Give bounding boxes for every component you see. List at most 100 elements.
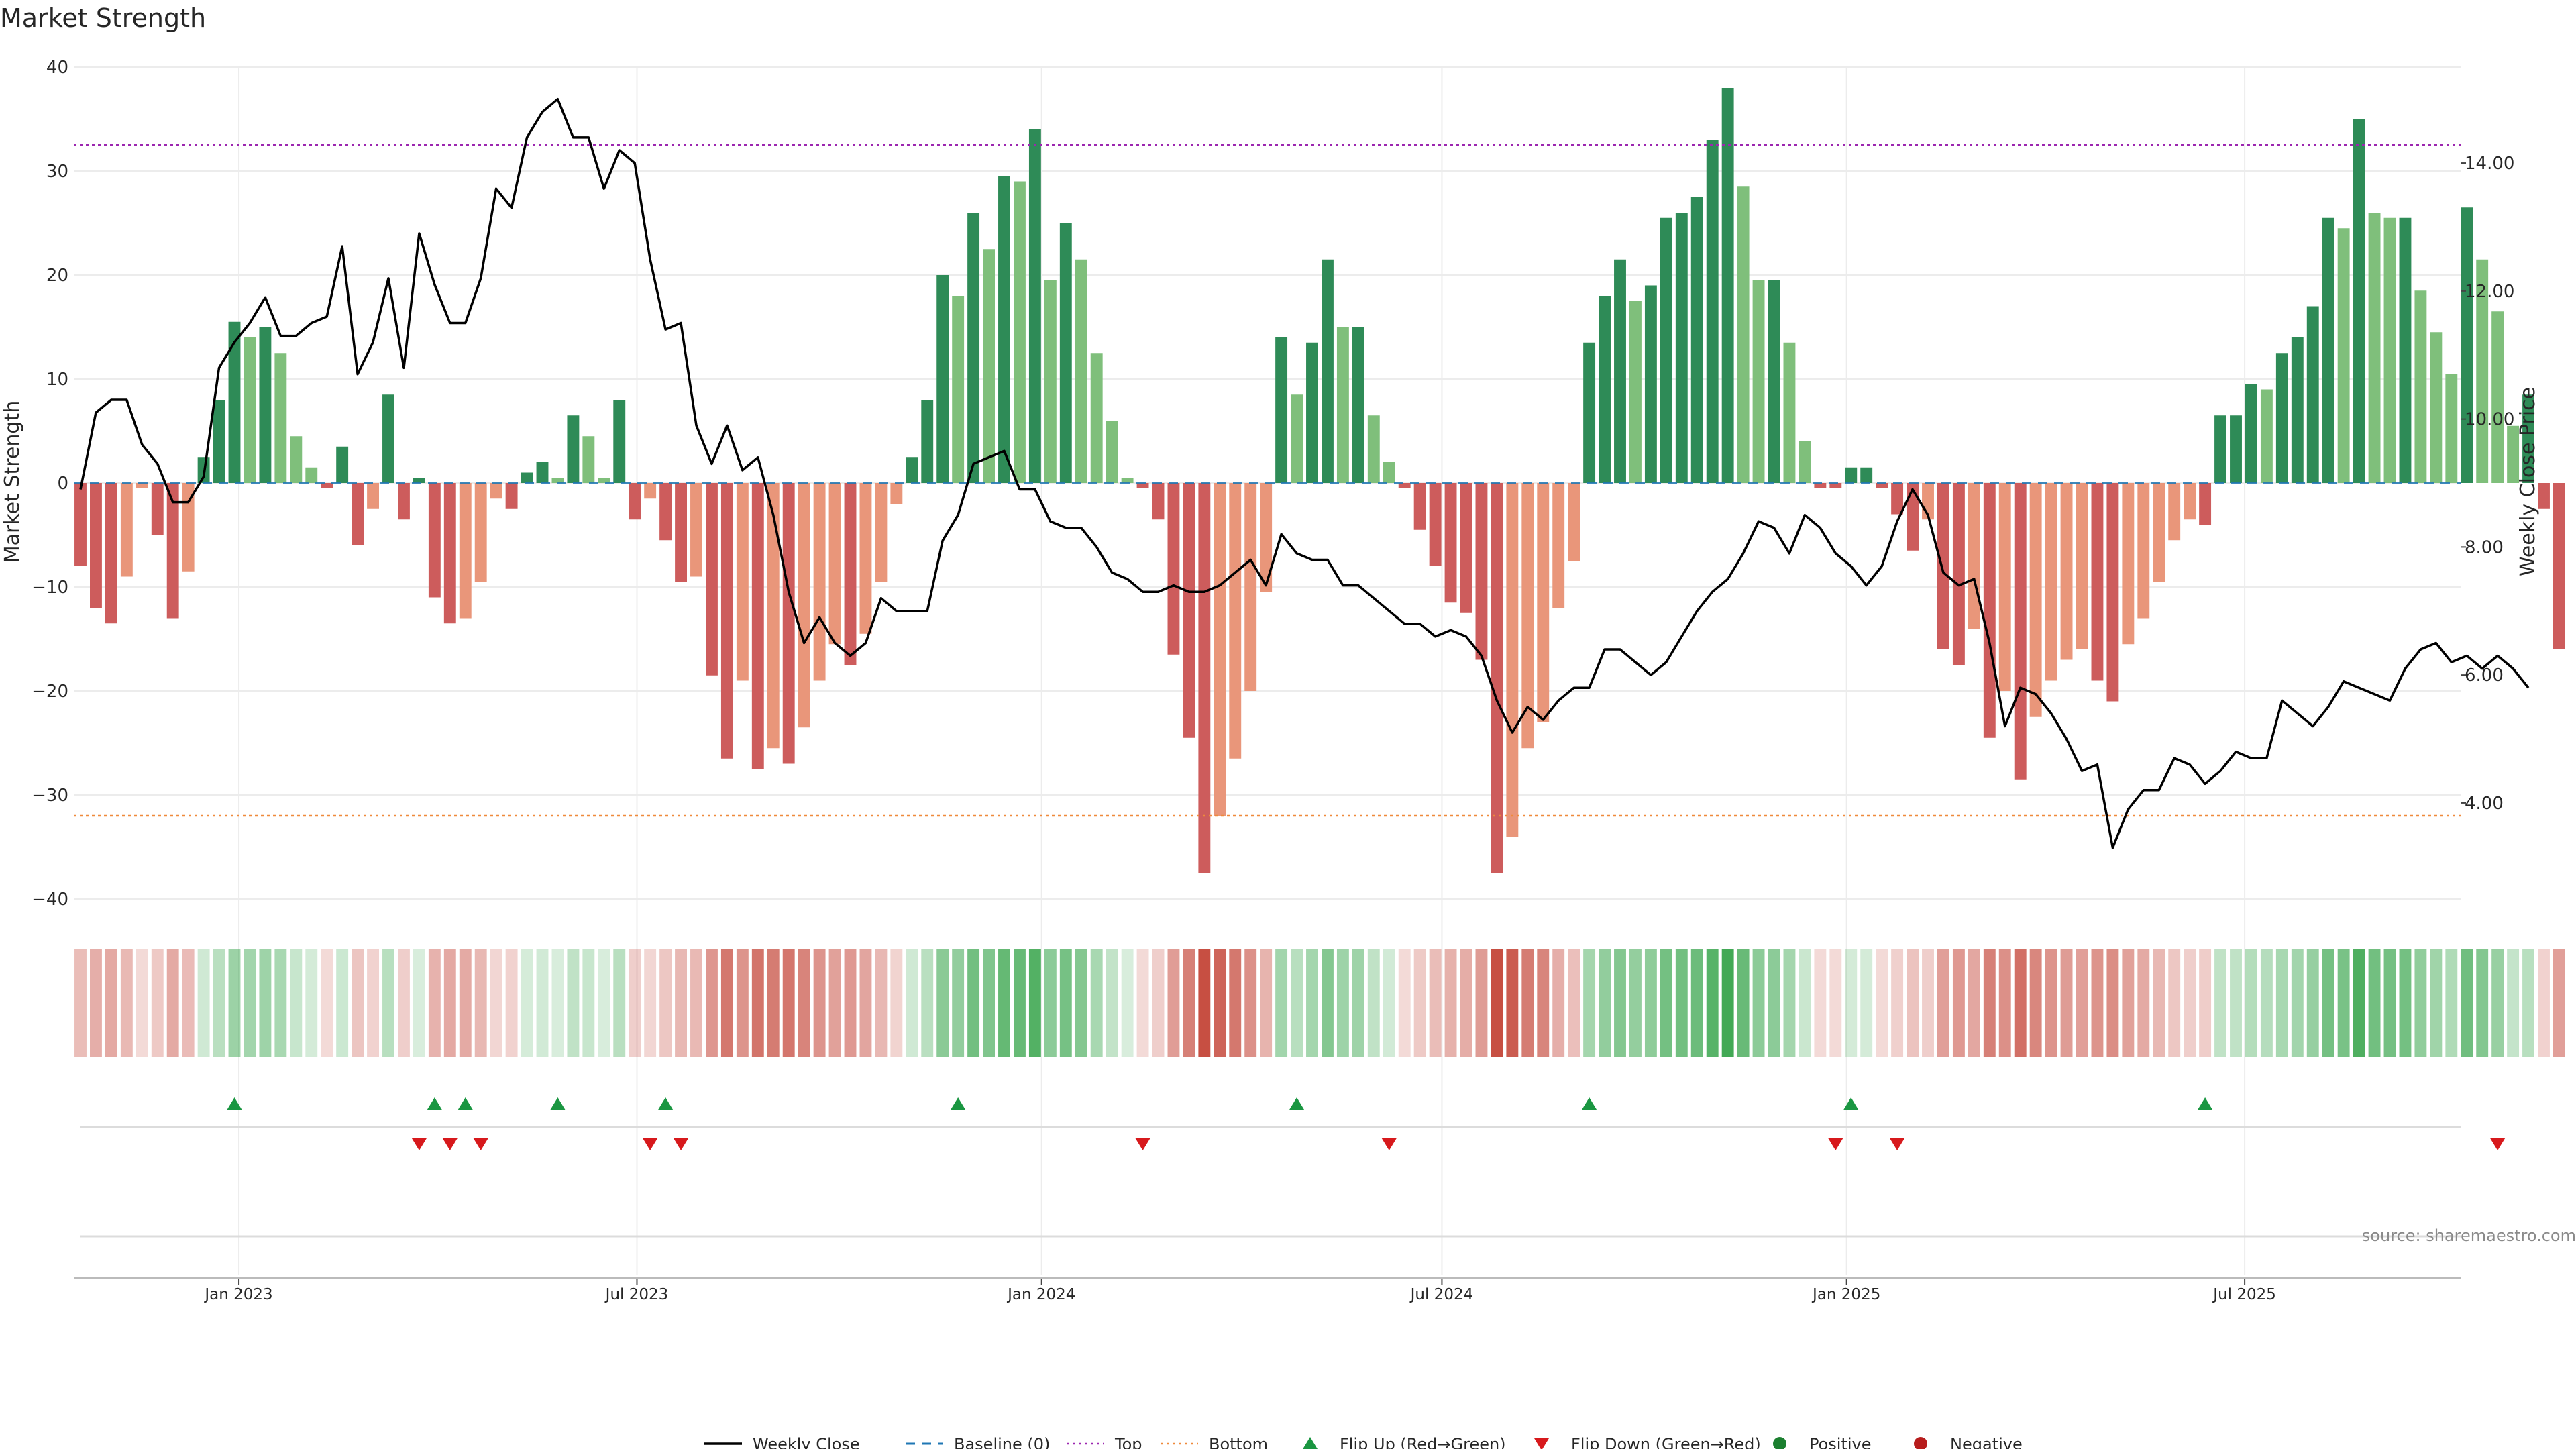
strength-bar bbox=[182, 483, 195, 572]
strength-bar bbox=[813, 483, 826, 681]
strength-bar bbox=[2337, 228, 2350, 483]
x-tick-label: Jan 2024 bbox=[1006, 1286, 1075, 1303]
legend-label: Negative bbox=[1950, 1435, 2023, 1449]
legend-item: Positive bbox=[1773, 1435, 1872, 1449]
strength-bar bbox=[2153, 483, 2165, 582]
strength-bar bbox=[2368, 213, 2381, 483]
heat-cell bbox=[2045, 949, 2057, 1057]
strength-bar bbox=[1291, 394, 1303, 483]
heat-cell bbox=[105, 949, 117, 1057]
heat-cell bbox=[1275, 949, 1288, 1057]
strength-bar bbox=[659, 483, 672, 541]
strength-bar bbox=[2137, 483, 2150, 619]
strength-bar bbox=[259, 327, 272, 483]
strength-bar bbox=[2322, 217, 2334, 483]
strength-bar bbox=[906, 457, 918, 483]
left-tick-label: 20 bbox=[46, 266, 68, 286]
strength-bar bbox=[120, 483, 133, 577]
heat-cell bbox=[1814, 949, 1827, 1057]
strength-bar bbox=[1260, 483, 1273, 592]
source-note: source: sharemaestro.com bbox=[2362, 1226, 2576, 1245]
heat-cell bbox=[2553, 949, 2565, 1057]
strength-bar bbox=[936, 275, 949, 483]
heat-cell bbox=[2476, 949, 2489, 1057]
heat-cell bbox=[336, 949, 349, 1057]
strength-bar bbox=[1121, 478, 1134, 483]
heat-cell bbox=[2230, 949, 2242, 1057]
heat-cell bbox=[2491, 949, 2504, 1057]
heat-cell bbox=[859, 949, 872, 1057]
strength-bar bbox=[1644, 285, 1657, 483]
left-tick-label: 0 bbox=[57, 474, 68, 494]
strength-bar bbox=[2060, 483, 2073, 660]
flip-up-marker bbox=[227, 1097, 242, 1110]
heat-cell bbox=[690, 949, 702, 1057]
strength-bar bbox=[720, 483, 733, 759]
strength-bar bbox=[1491, 483, 1503, 873]
heat-cell bbox=[1737, 949, 1750, 1057]
strength-bar bbox=[443, 483, 456, 624]
strength-bar bbox=[1583, 342, 1596, 483]
heat-cell bbox=[2507, 949, 2520, 1057]
heat-cell bbox=[1075, 949, 1087, 1057]
strength-bar bbox=[1690, 197, 1703, 483]
legend-label: Bottom bbox=[1209, 1435, 1268, 1449]
strength-bar bbox=[2414, 290, 2427, 483]
heat-cell bbox=[551, 949, 564, 1057]
heat-cell bbox=[767, 949, 780, 1057]
legend-item: Weekly Close bbox=[704, 1435, 860, 1449]
heat-cell bbox=[1937, 949, 1949, 1057]
strength-bar bbox=[1768, 280, 1780, 483]
strength-bar bbox=[2430, 332, 2443, 483]
strength-bar bbox=[1568, 483, 1580, 561]
strength-bar bbox=[705, 483, 718, 676]
heat-cell bbox=[1998, 949, 2011, 1057]
strength-bar bbox=[1599, 296, 1611, 483]
strength-bar bbox=[2230, 415, 2242, 483]
strength-bar bbox=[1968, 483, 1980, 629]
strength-bar bbox=[2291, 337, 2304, 483]
heat-cell bbox=[1537, 949, 1550, 1057]
heat-cell bbox=[1429, 949, 1442, 1057]
legend-item: Flip Down (Green→Red) bbox=[1534, 1435, 1761, 1449]
heat-cell bbox=[751, 949, 764, 1057]
heat-cell bbox=[2153, 949, 2165, 1057]
strength-bars bbox=[74, 88, 2565, 873]
strength-bar bbox=[2106, 483, 2119, 702]
legend-item: Negative bbox=[1914, 1435, 2023, 1449]
heat-cell bbox=[2060, 949, 2073, 1057]
heat-cell bbox=[998, 949, 1010, 1057]
heat-cell bbox=[921, 949, 934, 1057]
heat-cell bbox=[1583, 949, 1596, 1057]
flip-down-marker bbox=[1828, 1138, 1843, 1150]
right-tick-label: 8.00 bbox=[2465, 537, 2504, 557]
strength-bar bbox=[1152, 483, 1165, 520]
legend-item: Flip Up (Red→Green) bbox=[1303, 1435, 1506, 1449]
heat-cell bbox=[1291, 949, 1303, 1057]
heat-cell bbox=[1059, 949, 1072, 1057]
strength-bar bbox=[690, 483, 702, 577]
strength-bar bbox=[367, 483, 380, 509]
heat-cell bbox=[1876, 949, 1888, 1057]
legend-swatch-dot bbox=[1773, 1437, 1786, 1449]
heat-cell bbox=[967, 949, 980, 1057]
strength-bar bbox=[1552, 483, 1565, 608]
heat-cell bbox=[798, 949, 810, 1057]
legend-label: Baseline (0) bbox=[954, 1435, 1050, 1449]
heat-cell bbox=[1321, 949, 1334, 1057]
heat-cell bbox=[120, 949, 133, 1057]
flip-up-marker bbox=[658, 1097, 674, 1110]
heat-cell bbox=[1121, 949, 1134, 1057]
strength-bar bbox=[244, 337, 256, 483]
strength-bar bbox=[2122, 483, 2135, 645]
reference-lines bbox=[74, 144, 2461, 817]
right-tick-label: 12.00 bbox=[2465, 282, 2514, 302]
legend-item: Bottom bbox=[1161, 1435, 1268, 1449]
heat-cell bbox=[1644, 949, 1657, 1057]
heat-cell bbox=[197, 949, 210, 1057]
strength-bar bbox=[2199, 483, 2212, 525]
strength-bar bbox=[1106, 421, 1118, 483]
strength-bar bbox=[2076, 483, 2088, 649]
strength-bar bbox=[1460, 483, 1472, 613]
flip-down-marker bbox=[1890, 1138, 1905, 1150]
